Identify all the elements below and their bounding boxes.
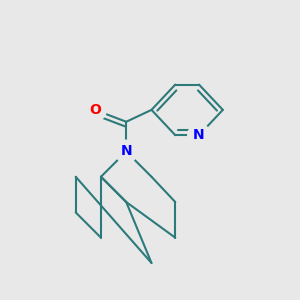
Text: N: N xyxy=(120,145,132,158)
Text: O: O xyxy=(89,103,101,117)
Circle shape xyxy=(84,99,106,121)
Circle shape xyxy=(188,124,210,146)
Text: N: N xyxy=(193,128,205,142)
Circle shape xyxy=(115,140,137,163)
